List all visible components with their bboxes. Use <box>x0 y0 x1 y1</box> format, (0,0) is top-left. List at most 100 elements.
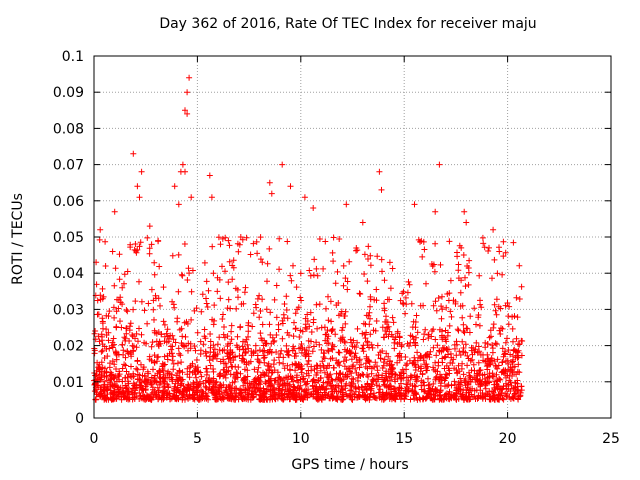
data-point <box>215 395 221 402</box>
data-point <box>320 350 327 357</box>
data-point <box>373 286 380 293</box>
data-point <box>335 359 342 365</box>
data-point <box>271 386 278 393</box>
data-point <box>105 337 112 344</box>
data-point <box>110 335 117 342</box>
data-point <box>411 354 418 361</box>
data-point <box>309 382 316 389</box>
data-point <box>111 395 118 402</box>
data-point <box>516 262 523 269</box>
data-point <box>275 326 282 333</box>
data-point <box>216 276 223 283</box>
data-point <box>320 265 327 272</box>
data-point <box>200 341 207 348</box>
data-point <box>420 354 427 361</box>
data-point <box>242 389 249 396</box>
data-point <box>305 367 312 374</box>
data-point <box>196 393 203 400</box>
data-point <box>145 393 151 400</box>
data-point <box>133 344 140 351</box>
data-point <box>461 329 468 336</box>
data-point <box>348 381 355 387</box>
data-point <box>330 258 337 265</box>
data-point <box>391 393 398 400</box>
y-tick-label: 0.1 <box>62 49 84 65</box>
data-point <box>391 394 397 401</box>
data-point <box>254 250 261 257</box>
data-point <box>323 365 330 372</box>
data-point <box>151 375 158 382</box>
data-point <box>367 252 374 259</box>
data-point <box>513 294 520 301</box>
data-point <box>366 344 372 351</box>
data-point <box>169 353 176 360</box>
data-point <box>343 380 350 387</box>
data-point <box>225 367 232 374</box>
data-point <box>127 244 134 251</box>
data-point <box>420 336 427 343</box>
data-point <box>266 179 273 186</box>
data-point <box>227 359 234 366</box>
data-point <box>314 272 321 279</box>
data-point <box>467 357 474 364</box>
data-point <box>306 267 313 274</box>
data-point <box>322 386 329 393</box>
data-point <box>366 359 373 365</box>
data-point <box>419 395 426 402</box>
data-point <box>227 371 234 378</box>
data-point <box>363 385 370 392</box>
data-point <box>160 318 167 325</box>
data-point <box>300 388 307 395</box>
data-point <box>123 307 130 313</box>
data-point <box>423 394 430 401</box>
data-point <box>382 328 389 334</box>
data-point <box>513 335 520 342</box>
data-point <box>317 375 324 382</box>
data-point <box>134 246 141 253</box>
data-point <box>257 256 264 263</box>
data-point <box>329 341 336 348</box>
data-point <box>310 386 317 392</box>
data-point <box>509 313 516 320</box>
data-point <box>233 374 240 381</box>
data-point <box>225 237 232 244</box>
data-point <box>122 337 129 344</box>
data-point <box>296 334 303 340</box>
data-point <box>293 284 300 291</box>
data-point <box>352 350 359 357</box>
data-point <box>181 241 188 247</box>
data-point <box>339 371 346 378</box>
data-point <box>225 356 232 362</box>
data-point <box>93 389 100 396</box>
data-point <box>213 391 220 398</box>
data-point <box>237 387 243 394</box>
data-point <box>414 373 420 380</box>
data-point <box>412 362 419 368</box>
data-point <box>347 350 354 357</box>
data-point <box>96 236 103 243</box>
data-point <box>287 366 293 373</box>
data-point <box>155 353 162 360</box>
data-point <box>346 258 353 265</box>
data-point <box>287 272 294 279</box>
data-point <box>190 387 197 394</box>
data-point <box>384 324 391 331</box>
data-point <box>400 288 407 295</box>
data-point <box>121 280 127 287</box>
data-point <box>118 324 125 331</box>
data-point <box>178 359 185 366</box>
data-point <box>171 304 178 311</box>
data-point <box>155 389 162 396</box>
data-point <box>146 245 153 252</box>
data-point <box>242 386 249 393</box>
axis-ticks: 0 0.01 0.02 0.03 0.04 0.05 0.06 0.07 0.08 0.09 0.1… <box>53 49 620 447</box>
data-point <box>148 343 155 350</box>
data-point <box>114 386 121 393</box>
data-point <box>211 346 218 353</box>
data-point <box>502 350 509 357</box>
data-point <box>381 334 388 341</box>
data-point <box>373 372 380 379</box>
data-point <box>261 372 268 379</box>
data-point <box>349 343 356 350</box>
data-point <box>160 367 167 374</box>
